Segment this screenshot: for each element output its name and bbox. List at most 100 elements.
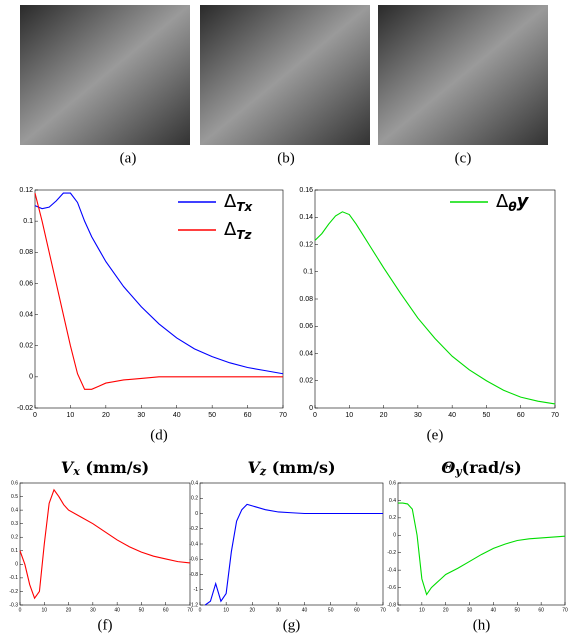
legend-rest: y — [517, 191, 530, 212]
legend-sub: Tx — [236, 200, 253, 214]
data-line — [34, 192, 284, 375]
y-tick-label: 0 — [393, 533, 396, 539]
y-tick-label: 0.08 — [19, 249, 33, 256]
y-tick-label: 0 — [29, 374, 33, 381]
x-tick-label: 30 — [276, 607, 282, 613]
x-tick-label: 70 — [562, 607, 568, 613]
caption: (h) — [473, 617, 491, 633]
x-tick-label: 40 — [114, 607, 120, 613]
y-tick-label: 0.2 — [11, 535, 18, 541]
y-tick-label: -0.8 — [387, 602, 396, 608]
legend-label: ΔTz — [224, 219, 253, 242]
legend-sub: θ — [508, 200, 516, 214]
legend-name: Δ — [224, 219, 237, 240]
y-tick-label: 0.06 — [19, 280, 33, 287]
x-tick-label: 60 — [517, 412, 525, 419]
caption: (a) — [120, 150, 137, 166]
x-tick-label: 10 — [42, 607, 48, 613]
y-tick-label: 0 — [15, 562, 18, 568]
chart-title: Vz (mm/s) — [247, 458, 335, 479]
data-line — [398, 502, 566, 596]
y-tick-label: 0.3 — [11, 521, 18, 527]
y-tick-label: 0.02 — [299, 378, 313, 385]
title-base: V — [61, 458, 75, 477]
x-tick-label: 50 — [139, 607, 145, 613]
x-tick-label: 0 — [313, 412, 317, 419]
photo — [20, 5, 190, 145]
x-tick-label: 10 — [223, 607, 229, 613]
y-tick-label: -0.3 — [9, 602, 18, 608]
x-tick-label: 40 — [448, 412, 456, 419]
y-tick-label: 0 — [195, 511, 198, 517]
x-tick-label: 40 — [491, 607, 497, 613]
y-tick-label: 0.6 — [389, 480, 396, 486]
y-tick-label: 0.12 — [299, 241, 313, 248]
x-tick-label: 20 — [66, 607, 72, 613]
y-tick-label: 0.16 — [299, 187, 313, 194]
legend-label: ΔTx — [224, 191, 254, 214]
x-tick-label: 70 — [551, 412, 559, 419]
x-tick-label: 30 — [137, 412, 145, 419]
plot-frame — [397, 482, 566, 606]
x-tick-label: 50 — [515, 607, 521, 613]
x-tick-label: 0 — [19, 607, 22, 613]
data-line — [204, 503, 383, 606]
x-tick-label: 20 — [102, 412, 110, 419]
x-tick-label: 40 — [302, 607, 308, 613]
y-tick-label: -0.02 — [17, 405, 33, 412]
x-tick-label: 20 — [443, 607, 449, 613]
caption: (e) — [427, 427, 444, 443]
y-tick-label: -0.2 — [9, 589, 18, 595]
x-tick-label: 20 — [250, 607, 256, 613]
caption: (g) — [283, 617, 301, 633]
y-tick-label: -0.6 — [387, 585, 396, 591]
title-rest: (rad/s) — [462, 458, 522, 477]
data-line — [19, 488, 191, 600]
x-tick-label: 60 — [538, 607, 544, 613]
x-tick-label: 50 — [483, 412, 491, 419]
x-tick-label: 30 — [414, 412, 422, 419]
y-tick-label: 0.6 — [11, 480, 18, 486]
x-tick-label: 60 — [163, 607, 169, 613]
y-tick-label: -0.2 — [189, 526, 198, 532]
y-tick-label: -0.8 — [189, 572, 198, 578]
x-tick-label: 60 — [244, 412, 252, 419]
x-tick-label: 0 — [199, 607, 202, 613]
title-base: Θ — [441, 458, 455, 477]
chart-title: Θy(rad/s) — [441, 458, 521, 479]
y-tick-label: 0.4 — [11, 507, 18, 513]
y-tick-label: 0.5 — [11, 494, 18, 500]
y-tick-label: 0 — [309, 405, 313, 412]
plot-frame — [19, 482, 191, 606]
x-tick-label: 60 — [354, 607, 360, 613]
legend-sub: Tz — [236, 228, 252, 242]
x-tick-label: 30 — [467, 607, 473, 613]
data-line — [314, 211, 556, 405]
legend-name: Δ — [224, 191, 237, 212]
title-rest: (mm/s) — [80, 458, 149, 477]
x-tick-label: 30 — [90, 607, 96, 613]
x-tick-label: 0 — [397, 607, 400, 613]
x-tick-label: 10 — [67, 412, 75, 419]
y-tick-label: 0.08 — [299, 296, 313, 303]
y-tick-label: 0.1 — [303, 269, 313, 276]
caption: (f) — [98, 617, 113, 633]
y-tick-label: 0.12 — [19, 187, 33, 194]
title-sub: x — [72, 465, 80, 478]
y-tick-label: 0.04 — [19, 311, 33, 318]
y-tick-label: -0.6 — [189, 557, 198, 563]
legend-name: Δ — [496, 191, 509, 212]
chart-title: Vx (mm/s) — [61, 458, 149, 479]
photo — [200, 5, 370, 145]
x-tick-label: 50 — [328, 607, 334, 613]
caption: (c) — [455, 150, 472, 166]
y-tick-label: -0.1 — [9, 575, 18, 581]
plot-frame — [34, 189, 284, 409]
legend-label: Δθy — [496, 191, 530, 214]
x-tick-label: 40 — [173, 412, 181, 419]
x-tick-label: 20 — [380, 412, 388, 419]
caption: (d) — [150, 427, 168, 443]
y-tick-label: 0.04 — [299, 350, 313, 357]
y-tick-label: 0.02 — [19, 343, 33, 350]
